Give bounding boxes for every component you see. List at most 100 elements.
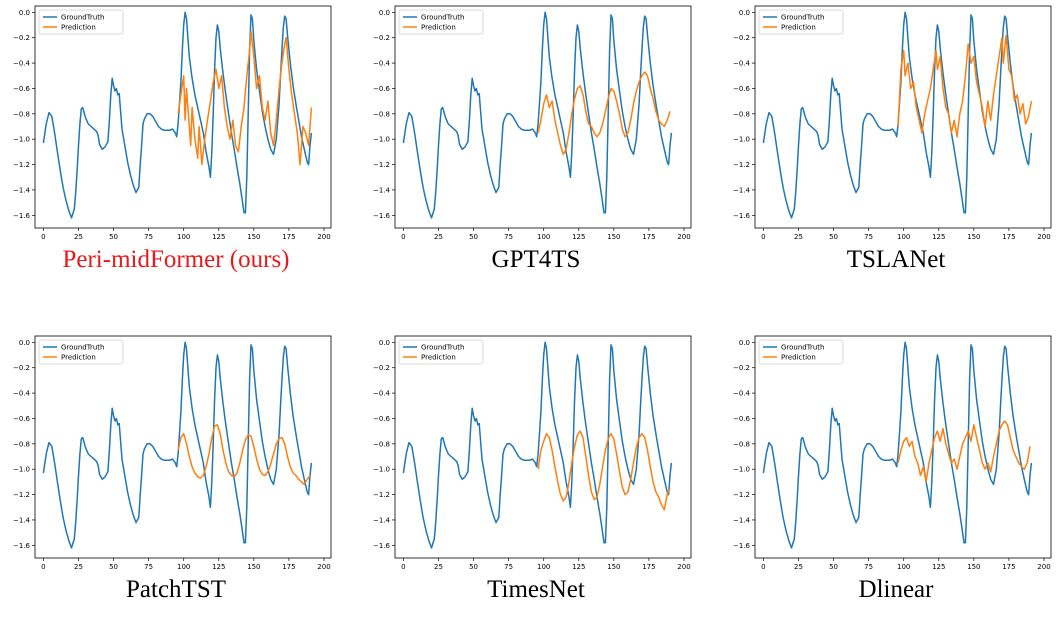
x-tick-label: 25 [74, 563, 83, 570]
legend-box [398, 339, 484, 365]
legend-entry: GroundTruth [421, 14, 465, 22]
x-tick-label: 25 [794, 563, 803, 570]
x-tick-label: 125 [572, 233, 585, 240]
legend: GroundTruth Prediction [398, 339, 484, 365]
chart-panel: 0.0 −0.2 −0.4 −0.6 −0.8 −1.0 −1.2 −1.4 −1.6 0 25 50… [720, 0, 1057, 300]
x-tick-label: 100 [897, 233, 910, 240]
chart-caption: PatchTST [126, 576, 226, 603]
y-tick-label: 0.0 [739, 9, 750, 17]
y-tick-label: −1.6 [13, 212, 31, 220]
legend-entry: Prediction [781, 354, 816, 362]
y-tick-label: −0.4 [13, 60, 31, 68]
chart-panel: 0.0 −0.2 −0.4 −0.6 −0.8 −1.0 −1.2 −1.4 −1.6 0 25 50… [0, 330, 352, 630]
y-tick-label: −1.6 [13, 542, 31, 550]
y-tick-label: −1.6 [733, 542, 751, 550]
legend-entry: Prediction [781, 24, 816, 32]
y-tick-label: −0.8 [373, 440, 390, 448]
x-tick-label: 125 [932, 563, 945, 570]
chart-caption: GPT4TS [491, 246, 581, 273]
chart-svg: 0.0 −0.2 −0.4 −0.6 −0.8 −1.0 −1.2 −1.4 −1.6 0 25 50… [733, 335, 1052, 570]
x-tick-label: 75 [504, 233, 513, 240]
legend-entry: Prediction [421, 24, 456, 32]
x-tick-label: 125 [572, 563, 585, 570]
groundtruth-line [762, 341, 1033, 549]
y-tick-label: −0.2 [733, 34, 750, 42]
x-tick-label: 150 [607, 563, 620, 570]
chart-caption: Peri-midFormer (ours) [62, 246, 290, 273]
x-tick-label: 175 [282, 233, 295, 240]
y-tick-label: −1.4 [373, 186, 391, 194]
legend-entry: GroundTruth [421, 344, 465, 352]
x-tick-label: 25 [434, 563, 443, 570]
y-tick-label: −0.2 [733, 364, 750, 372]
legend-box [38, 339, 124, 365]
chart-panel: 0.0 −0.2 −0.4 −0.6 −0.8 −1.0 −1.2 −1.4 −1.6 0 25 50… [360, 0, 712, 300]
x-tick-label: 150 [967, 563, 980, 570]
prediction-line [537, 71, 671, 156]
y-tick-label: −0.6 [373, 85, 391, 93]
x-tick-label: 200 [677, 233, 690, 240]
chart-caption: Dlinear [858, 576, 934, 603]
y-tick-label: −1.4 [733, 516, 751, 524]
y-tick-label: 0.0 [379, 9, 390, 17]
x-tick-label: 0 [761, 233, 765, 240]
y-tick-label: −1.2 [373, 491, 390, 499]
y-tick-label: 0.0 [379, 339, 390, 347]
legend-entry: GroundTruth [61, 344, 105, 352]
y-tick-label: −0.8 [13, 110, 30, 118]
y-tick-label: −0.8 [13, 440, 30, 448]
y-tick-label: −0.6 [373, 415, 391, 423]
y-tick-label: −1.2 [733, 161, 750, 169]
y-tick-label: −0.6 [13, 85, 31, 93]
x-tick-label: 150 [967, 233, 980, 240]
y-tick-label: −0.8 [733, 110, 750, 118]
y-tick-label: −0.6 [733, 415, 751, 423]
y-tick-label: −1.4 [13, 516, 31, 524]
x-tick-label: 75 [864, 563, 873, 570]
y-tick-label: −1.4 [373, 516, 391, 524]
x-tick-label: 75 [504, 563, 513, 570]
x-tick-label: 175 [1002, 563, 1015, 570]
x-tick-label: 200 [1037, 563, 1050, 570]
x-tick-label: 100 [537, 563, 550, 570]
legend-entry: Prediction [421, 354, 456, 362]
x-tick-label: 0 [401, 563, 405, 570]
y-tick-label: 0.0 [19, 339, 30, 347]
chart-svg: 0.0 −0.2 −0.4 −0.6 −0.8 −1.0 −1.2 −1.4 −1.6 0 25 50… [373, 335, 692, 570]
x-tick-label: 75 [144, 563, 153, 570]
groundtruth-line [402, 341, 673, 549]
legend-entry: GroundTruth [61, 14, 105, 22]
y-tick-label: −0.4 [733, 60, 751, 68]
y-tick-label: 0.0 [739, 339, 750, 347]
x-tick-label: 0 [41, 233, 45, 240]
groundtruth-line [42, 341, 313, 549]
prediction-line [897, 420, 1031, 483]
x-tick-label: 25 [74, 233, 83, 240]
legend-box [758, 9, 844, 35]
x-tick-label: 175 [1002, 233, 1015, 240]
x-tick-label: 100 [177, 563, 190, 570]
x-tick-label: 175 [642, 233, 655, 240]
y-tick-label: −0.2 [373, 34, 390, 42]
prediction-line [177, 30, 313, 166]
y-tick-label: −0.2 [13, 34, 30, 42]
y-tick-label: −1.0 [733, 136, 750, 144]
chart-caption: TSLANet [846, 246, 946, 273]
legend: GroundTruth Prediction [38, 339, 124, 365]
x-tick-label: 0 [761, 563, 765, 570]
legend-entry: GroundTruth [781, 344, 825, 352]
x-tick-label: 100 [897, 563, 910, 570]
x-tick-label: 200 [317, 563, 330, 570]
x-tick-label: 200 [1037, 233, 1050, 240]
x-tick-label: 125 [212, 563, 225, 570]
x-tick-label: 50 [829, 563, 838, 570]
y-tick-label: −1.0 [373, 466, 390, 474]
chart-panel: 0.0 −0.2 −0.4 −0.6 −0.8 −1.0 −1.2 −1.4 −1.6 0 25 50… [0, 0, 352, 300]
x-tick-label: 200 [317, 233, 330, 240]
chart-svg: 0.0 −0.2 −0.4 −0.6 −0.8 −1.0 −1.2 −1.4 −1.6 0 25 50… [733, 5, 1052, 240]
legend-box [38, 9, 124, 35]
x-tick-label: 150 [607, 233, 620, 240]
x-tick-label: 150 [247, 563, 260, 570]
y-tick-label: −0.2 [13, 364, 30, 372]
chart-svg: 0.0 −0.2 −0.4 −0.6 −0.8 −1.0 −1.2 −1.4 −1.6 0 25 50… [13, 335, 332, 570]
